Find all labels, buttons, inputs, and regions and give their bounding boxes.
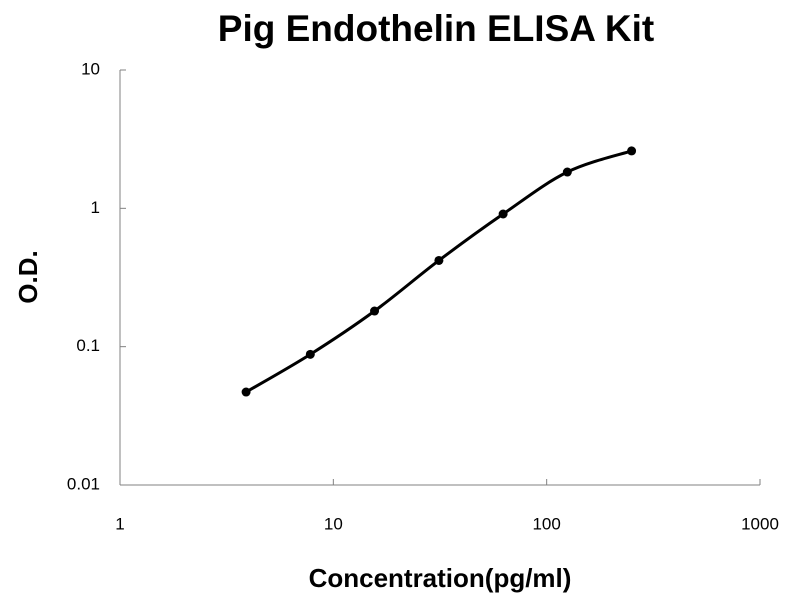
point <box>627 146 637 156</box>
point <box>305 349 315 359</box>
y-tick-label: 10 <box>81 59 100 78</box>
point <box>498 209 508 219</box>
y-tick-label: 0.01 <box>67 474 100 493</box>
x-tick-label: 100 <box>532 514 560 533</box>
x-axis-label: Concentration(pg/ml) <box>309 563 572 593</box>
point <box>370 306 380 316</box>
chart-title: Pig Endothelin ELISA Kit <box>218 8 654 49</box>
y-tick-label: 0.1 <box>76 336 100 355</box>
y-tick-label: 1 <box>91 198 100 217</box>
curve <box>245 149 633 394</box>
point <box>434 255 444 265</box>
x-tick-label: 1 <box>115 514 124 533</box>
x-tick-label: 10 <box>324 514 343 533</box>
point <box>562 167 572 177</box>
point <box>241 387 251 397</box>
y-axis-label: O.D. <box>13 250 43 303</box>
x-tick-label: 1000 <box>741 514 779 533</box>
